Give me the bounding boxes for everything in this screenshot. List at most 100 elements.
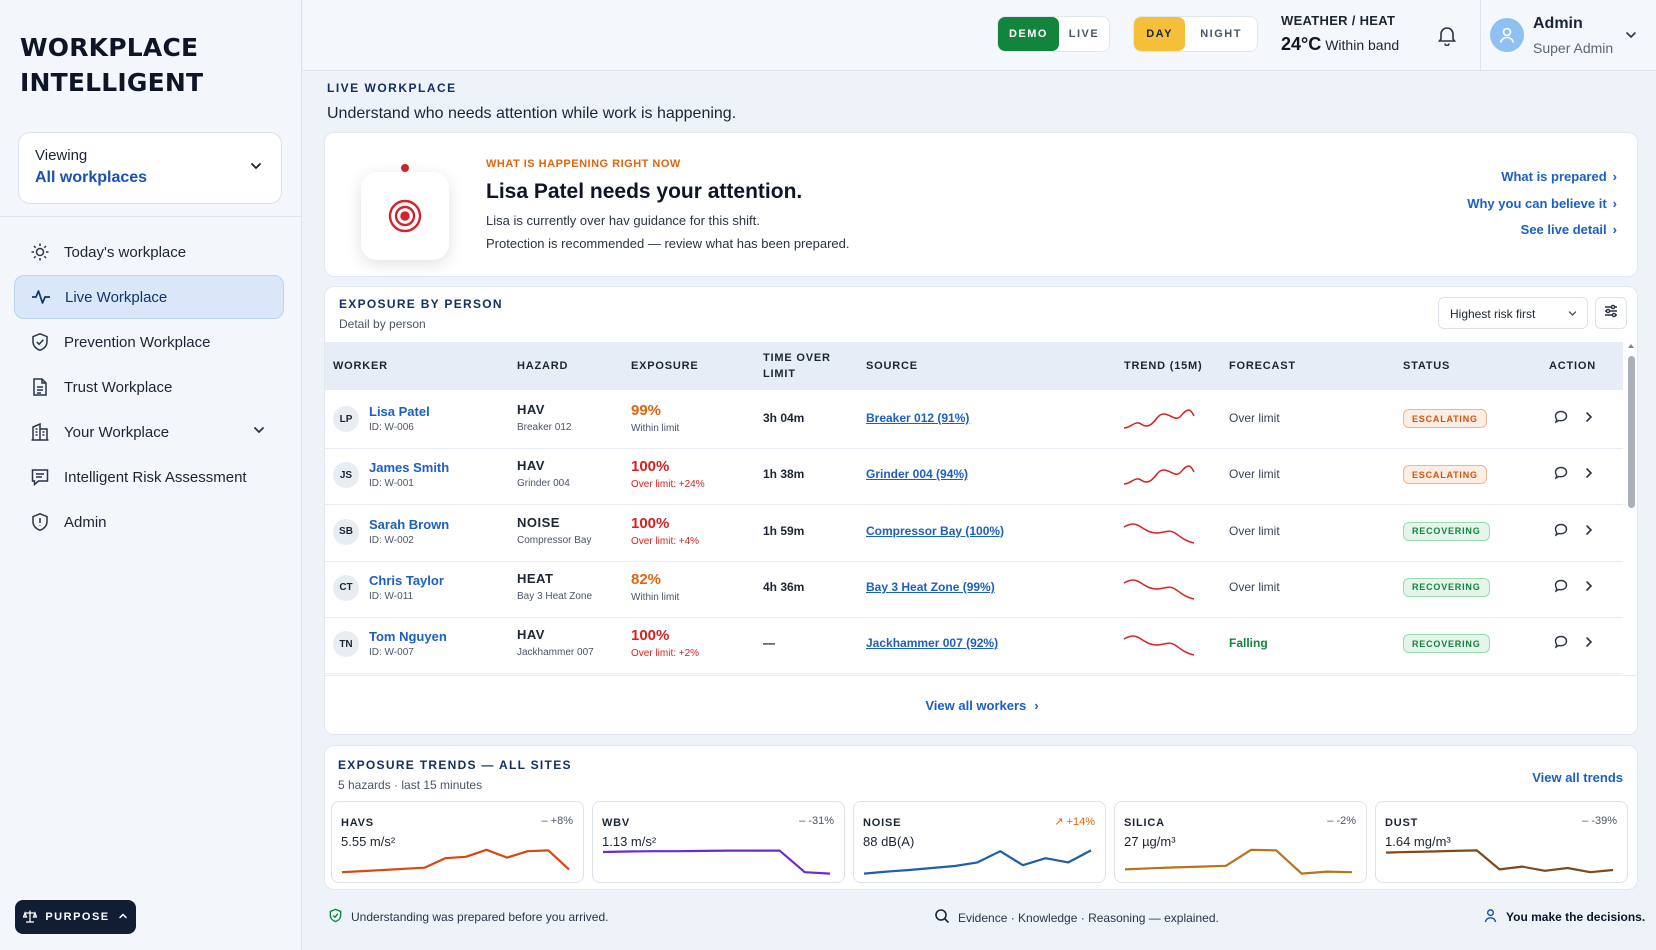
chevron-right-icon[interactable] — [1583, 410, 1595, 429]
source-link[interactable]: Bay 3 Heat Zone (99%) — [866, 579, 995, 594]
filter-button[interactable] — [1595, 297, 1627, 329]
chevron-right-icon[interactable] — [1583, 523, 1595, 542]
sidebar-item-label: Admin — [64, 513, 107, 531]
worker-name[interactable]: Sarah Brown — [369, 516, 450, 532]
trend-card-silica[interactable]: SILICA 27 µg/m³ – -2% — [1114, 801, 1367, 883]
trend-sparkline — [602, 849, 831, 875]
brand-line-1: WORKPLACE — [20, 33, 199, 62]
table-row[interactable]: SB Sarah Brown ID: W-002 NOISE Compressor Ba… — [325, 503, 1623, 562]
sort-select[interactable]: Highest risk first — [1438, 297, 1588, 329]
status-badge: RECOVERING — [1403, 521, 1490, 541]
comment-icon[interactable] — [1553, 578, 1569, 599]
comment-icon[interactable] — [1553, 409, 1569, 430]
view-all-trends-link[interactable]: View all trends — [1532, 770, 1623, 785]
link-why-believe[interactable]: Why you can believe it › — [1467, 196, 1617, 223]
user-name[interactable]: Admin — [1533, 15, 1583, 32]
table-row[interactable]: LP Lisa Patel ID: W-006 HAV Breaker 012 99% Wi… — [325, 390, 1623, 449]
scale-icon — [22, 909, 38, 926]
sidebar-item-trust-workplace[interactable]: Trust Workplace — [14, 365, 284, 409]
source-link[interactable]: Grinder 004 (94%) — [866, 467, 969, 482]
sidebar-item-intelligent-risk-assessment[interactable]: Intelligent Risk Assessment — [14, 455, 284, 499]
time-over-limit: — — [763, 636, 775, 651]
time-option-night[interactable]: NIGHT — [1200, 28, 1242, 40]
chevron-down-icon[interactable] — [1624, 28, 1638, 47]
exposure-title: EXPOSURE BY PERSON — [339, 297, 503, 311]
col-trend[interactable]: TREND (15M) — [1124, 360, 1203, 372]
sidebar-item-admin[interactable]: Admin — [14, 500, 284, 544]
attention-line-1: Lisa is currently over hav guidance for … — [486, 213, 760, 228]
exposure-percent: 100% — [631, 458, 670, 476]
view-all-workers-link[interactable]: View all workers › — [325, 675, 1637, 734]
col-action: ACTION — [1549, 360, 1596, 372]
source-link[interactable]: Breaker 012 (91%) — [866, 411, 970, 425]
comment-icon[interactable] — [1553, 465, 1569, 486]
sidebar-item-label: Intelligent Risk Assessment — [64, 468, 247, 486]
trend-card-delta-value: -39% — [1591, 815, 1617, 827]
worker-name[interactable]: Chris Taylor — [369, 572, 444, 588]
col-status[interactable]: STATUS — [1403, 360, 1451, 372]
sidebar-item-todays-workplace[interactable]: Today's workplace — [14, 230, 284, 274]
table-row[interactable]: JS James Smith ID: W-001 HAV Grinder 004 100%… — [325, 446, 1623, 506]
exposure-note: Within limit — [631, 423, 680, 434]
worker-id: ID: W-001 — [369, 478, 414, 490]
table-scrollbar[interactable] — [1626, 342, 1636, 688]
trend-card-delta-value: -2% — [1336, 815, 1356, 827]
sidebar-item-your-workplace[interactable]: Your Workplace — [14, 410, 284, 454]
trend-card-noise[interactable]: NOISE 88 dB(A) ↗ +14% — [853, 801, 1106, 883]
footer-decisions: You make the decisions. — [1483, 908, 1645, 926]
worker-name[interactable]: James Smith — [369, 460, 450, 476]
trends-subtitle: 5 hazards · last 15 minutes — [338, 778, 483, 792]
scrollbar-thumb[interactable] — [1628, 356, 1635, 508]
weather-status: Within band — [1325, 37, 1400, 53]
trend-card-wbv[interactable]: WBV 1.13 m/s² – -31% — [592, 801, 845, 883]
col-exposure[interactable]: EXPOSURE — [631, 360, 699, 372]
sidebar-item-prevention-workplace[interactable]: Prevention Workplace — [14, 320, 284, 364]
sort-value: Highest risk first — [1450, 307, 1536, 321]
link-see-live-detail[interactable]: See live detail › — [1467, 222, 1617, 249]
trend-card-havs[interactable]: HAVS 5.55 m/s² – +8% — [331, 801, 584, 883]
viewing-value: All workplaces — [35, 169, 148, 186]
trend-card-value: 1.64 mg/m³ — [1385, 834, 1451, 849]
comment-icon[interactable] — [1553, 522, 1569, 543]
avatar[interactable] — [1490, 18, 1524, 52]
source-link[interactable]: Compressor Bay (100%) — [866, 523, 1005, 538]
exposure-note: Within limit — [631, 591, 680, 603]
trend-card-dust[interactable]: DUST 1.64 mg/m³ – -39% — [1375, 801, 1628, 883]
time-over-limit: 3h 04m — [763, 411, 805, 425]
hazard-source: Compressor Bay — [517, 534, 592, 546]
col-forecast[interactable]: FORECAST — [1229, 360, 1296, 372]
avatar: LP — [333, 406, 359, 432]
alert-dot — [401, 164, 409, 172]
link-what-is-prepared[interactable]: What is prepared › — [1467, 169, 1617, 196]
time-option-day[interactable]: DAY — [1134, 17, 1186, 51]
forecast-value: Over limit — [1229, 579, 1280, 594]
workplace-selector[interactable]: Viewing All workplaces — [18, 132, 282, 204]
sidebar-item-label: Trust Workplace — [64, 378, 173, 396]
chevron-down-icon — [1567, 308, 1578, 322]
purpose-button[interactable]: PURPOSE — [15, 900, 136, 934]
sidebar-item-live-workplace[interactable]: Live Workplace — [14, 275, 284, 319]
worker-name[interactable]: Lisa Patel — [369, 404, 430, 419]
worker-name[interactable]: Tom Nguyen — [369, 629, 447, 645]
col-hazard[interactable]: HAZARD — [517, 360, 569, 372]
status-badge: RECOVERING — [1403, 577, 1490, 597]
bell-icon[interactable] — [1436, 24, 1458, 51]
sidebar-item-label: Live Workplace — [65, 288, 168, 306]
table-row[interactable]: TN Tom Nguyen ID: W-007 HAV Jackhammer 007 10… — [325, 615, 1623, 675]
mode-option-demo[interactable]: DEMO — [998, 17, 1059, 51]
trend-card-delta: – -31% — [799, 815, 834, 827]
trend-card-name: SILICA — [1124, 817, 1165, 829]
chevron-right-icon: › — [1034, 698, 1039, 713]
table-row[interactable]: CT Chris Taylor ID: W-011 HEAT Bay 3 Heat Zo… — [325, 559, 1623, 618]
chevron-right-icon[interactable] — [1583, 579, 1595, 598]
col-source[interactable]: SOURCE — [866, 360, 918, 372]
source-link[interactable]: Jackhammer 007 (92%) — [866, 636, 999, 651]
comment-icon[interactable] — [1553, 634, 1569, 655]
col-worker[interactable]: WORKER — [333, 360, 388, 372]
chevron-right-icon[interactable] — [1583, 466, 1595, 485]
mode-option-live[interactable]: LIVE — [1068, 28, 1100, 40]
user-divider — [1480, 0, 1481, 71]
chevron-right-icon[interactable] — [1583, 635, 1595, 654]
col-time-over-limit[interactable]: TIME OVER LIMIT — [763, 352, 831, 380]
sun-icon — [30, 242, 50, 262]
